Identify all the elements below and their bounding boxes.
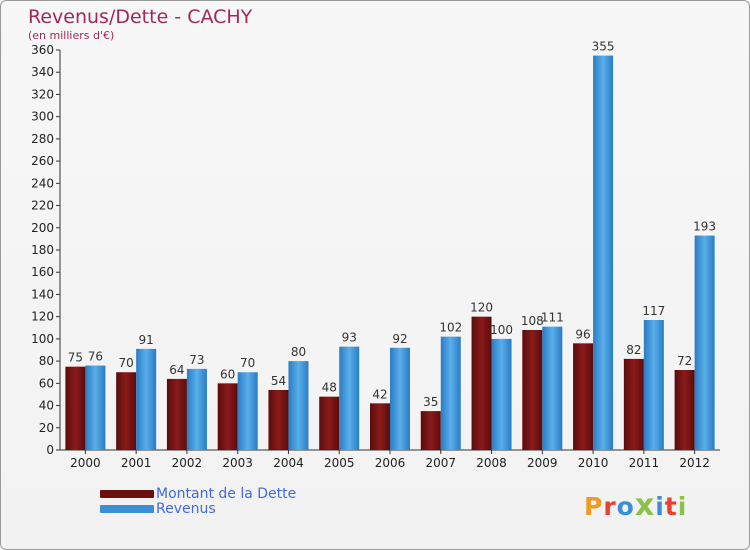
data-label-dette: 64 <box>169 363 184 377</box>
y-tick-label: 0 <box>46 443 54 457</box>
y-tick-label: 160 <box>31 265 54 279</box>
y-tick-label: 120 <box>31 310 54 324</box>
bar-revenus <box>440 336 461 450</box>
bar-revenus <box>136 348 157 450</box>
y-tick-label: 60 <box>39 376 54 390</box>
legend-item-revenus: Revenus <box>100 500 296 517</box>
bar-revenus <box>288 361 309 450</box>
data-label-revenus: 70 <box>240 356 255 370</box>
y-tick-label: 280 <box>31 132 54 146</box>
bar-dette <box>217 383 238 450</box>
x-tick-label: 2006 <box>375 456 406 470</box>
data-label-revenus: 355 <box>592 40 615 54</box>
data-label-dette: 48 <box>322 381 337 395</box>
data-label-revenus: 80 <box>291 345 306 359</box>
chart-axes: 0 20 40 60 80 100 120 140 160 180 200 220 240 260 280 3… <box>31 43 720 470</box>
chart-title: Revenus/Dette - CACHY <box>28 6 253 28</box>
data-label-revenus: 93 <box>342 331 357 345</box>
y-tick-label: 200 <box>31 221 54 235</box>
x-tick-label: 2002 <box>172 456 203 470</box>
bar-dette <box>166 378 187 450</box>
bar-dette <box>623 358 644 450</box>
data-label-dette: 82 <box>626 343 641 357</box>
y-tick-label: 20 <box>39 421 54 435</box>
x-tick-label: 2001 <box>121 456 152 470</box>
y-tick-label: 300 <box>31 110 54 124</box>
bar-revenus <box>390 347 410 450</box>
bar-revenus <box>491 338 512 450</box>
y-tick-label: 180 <box>31 243 54 257</box>
x-tick-label: 2007 <box>425 456 456 470</box>
legend-label-dette: Montant de la Dette <box>156 485 297 502</box>
data-label-dette: 120 <box>470 301 493 315</box>
data-label-dette: 70 <box>119 356 134 370</box>
legend-swatch-dette <box>100 489 154 498</box>
bar-revenus <box>694 235 715 450</box>
data-label-dette: 42 <box>372 387 387 401</box>
y-tick-label: 220 <box>31 199 54 213</box>
y-tick-label: 320 <box>31 87 54 101</box>
chart-bars <box>65 55 715 451</box>
x-tick-label: 2010 <box>578 456 609 470</box>
data-label-revenus: 92 <box>392 332 407 346</box>
y-tick-label: 240 <box>31 176 54 190</box>
data-label-revenus: 73 <box>189 353 204 367</box>
data-label-revenus: 76 <box>88 350 103 364</box>
x-tick-label: 2009 <box>527 456 558 470</box>
legend-item-dette: Montant de la Dette <box>100 485 297 502</box>
x-tick-label: 2005 <box>324 456 355 470</box>
data-label-revenus: 102 <box>439 321 462 335</box>
y-tick-label: 360 <box>31 43 54 57</box>
data-label-revenus: 193 <box>693 220 716 234</box>
bar-dette <box>674 370 695 450</box>
bar-revenus <box>593 55 614 451</box>
bar-revenus <box>542 326 563 450</box>
y-tick-label: 40 <box>39 399 54 413</box>
chart-subtitle: (en milliers d'€) <box>28 29 115 42</box>
y-tick-label: 340 <box>31 65 54 79</box>
bar-dette <box>420 411 441 450</box>
y-tick-label: 260 <box>31 154 54 168</box>
bar-dette <box>116 372 137 450</box>
data-label-revenus: 117 <box>642 304 665 318</box>
proxiti-logo: Proxiti <box>584 488 688 523</box>
bar-revenus <box>186 368 207 450</box>
bar-dette <box>268 390 289 450</box>
bar-dette <box>319 396 340 450</box>
data-label-dette: 108 <box>521 314 544 328</box>
data-label-revenus: 100 <box>490 323 513 337</box>
data-label-dette: 72 <box>677 354 692 368</box>
legend-swatch-revenus <box>100 504 154 513</box>
x-tick-label: 2011 <box>629 456 660 470</box>
y-tick-label: 100 <box>31 332 54 346</box>
x-tick-label: 2000 <box>70 456 101 470</box>
data-label-revenus: 91 <box>139 333 154 347</box>
bar-dette <box>471 316 492 450</box>
bar-revenus <box>643 320 664 450</box>
chart-data-labels: 75 76 70 91 64 73 60 70 54 80 48 93 42 92 35 102 120 100 1… <box>68 40 716 410</box>
x-tick-label: 2012 <box>679 456 710 470</box>
chart-legend: Montant de la Dette Revenus <box>100 485 297 517</box>
legend-label-revenus: Revenus <box>156 500 216 517</box>
data-label-dette: 54 <box>271 374 286 388</box>
bar-dette <box>65 366 86 450</box>
data-label-dette: 60 <box>220 367 235 381</box>
data-label-dette: 96 <box>575 327 590 341</box>
x-tick-label: 2003 <box>222 456 253 470</box>
x-tick-label: 2004 <box>273 456 304 470</box>
bar-revenus <box>85 365 106 450</box>
x-tick-label: 2008 <box>476 456 507 470</box>
bar-dette <box>573 343 594 450</box>
bar-revenus <box>339 346 360 450</box>
data-label-dette: 35 <box>423 395 438 409</box>
data-label-revenus: 111 <box>541 311 564 325</box>
data-label-dette: 75 <box>68 351 83 365</box>
y-tick-label: 80 <box>39 354 54 368</box>
bar-dette <box>370 403 390 450</box>
bar-revenus <box>237 372 258 450</box>
y-tick-label: 140 <box>31 287 54 301</box>
bar-dette <box>522 330 543 450</box>
